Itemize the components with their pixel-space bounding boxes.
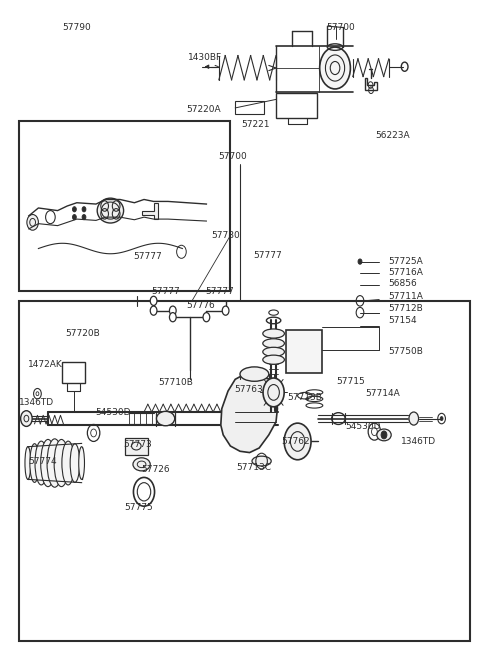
Ellipse shape: [133, 458, 150, 471]
Ellipse shape: [47, 439, 62, 487]
Text: 57711A: 57711A: [388, 292, 423, 301]
Ellipse shape: [263, 355, 284, 364]
Circle shape: [82, 207, 86, 212]
Ellipse shape: [41, 439, 55, 487]
Circle shape: [358, 259, 362, 264]
Ellipse shape: [263, 347, 284, 356]
Text: 57714A: 57714A: [366, 389, 400, 398]
Text: 57773: 57773: [123, 440, 152, 449]
Text: 57713B: 57713B: [287, 393, 322, 402]
Circle shape: [263, 378, 284, 407]
Text: 57725A: 57725A: [388, 257, 422, 266]
Text: 57777: 57777: [133, 252, 162, 261]
Text: 57726: 57726: [142, 465, 170, 474]
Text: 57774: 57774: [28, 456, 57, 466]
Bar: [19, 121, 230, 291]
Ellipse shape: [252, 456, 271, 466]
Ellipse shape: [79, 447, 84, 479]
Bar: [125, 438, 148, 455]
Bar: [62, 362, 85, 383]
Text: 57710B: 57710B: [158, 378, 193, 387]
Text: 57780: 57780: [211, 231, 240, 240]
Circle shape: [150, 296, 157, 305]
Text: 57775: 57775: [124, 503, 153, 512]
Text: 57777: 57777: [152, 286, 180, 296]
Circle shape: [21, 411, 32, 426]
Text: 1346TD: 1346TD: [401, 437, 436, 446]
Circle shape: [27, 215, 38, 230]
Polygon shape: [142, 203, 158, 219]
Text: 57777: 57777: [205, 286, 234, 296]
Ellipse shape: [263, 329, 284, 338]
Ellipse shape: [156, 411, 175, 426]
Circle shape: [72, 215, 76, 220]
Text: 57700: 57700: [218, 152, 247, 162]
Text: 57712B: 57712B: [388, 304, 422, 313]
Ellipse shape: [62, 441, 74, 485]
Text: 57776: 57776: [186, 301, 215, 310]
Circle shape: [284, 423, 311, 460]
Text: 54530D: 54530D: [95, 407, 131, 417]
Text: 57716A: 57716A: [388, 268, 423, 277]
Text: 57700: 57700: [326, 23, 355, 32]
Text: 56223A: 56223A: [375, 131, 410, 140]
Text: 54530D: 54530D: [346, 422, 381, 431]
Text: 1430BF: 1430BF: [188, 53, 222, 62]
Text: 1472AK: 1472AK: [28, 360, 62, 370]
Circle shape: [222, 306, 229, 315]
Ellipse shape: [35, 441, 48, 485]
Circle shape: [82, 215, 86, 220]
Text: 57790: 57790: [62, 23, 91, 32]
Ellipse shape: [263, 339, 284, 348]
Circle shape: [203, 313, 210, 322]
Circle shape: [440, 417, 443, 421]
Text: 56856: 56856: [388, 279, 417, 288]
Text: 57763: 57763: [234, 385, 263, 394]
Ellipse shape: [54, 439, 69, 487]
Circle shape: [169, 313, 176, 322]
Bar: [276, 93, 317, 118]
Ellipse shape: [97, 198, 124, 223]
Circle shape: [150, 306, 157, 315]
Text: 57221: 57221: [241, 120, 269, 129]
Text: 57777: 57777: [253, 250, 282, 260]
Ellipse shape: [70, 443, 80, 483]
Ellipse shape: [30, 443, 39, 483]
Bar: [235, 101, 264, 114]
Bar: [286, 330, 322, 373]
Text: 57154: 57154: [388, 316, 417, 325]
Ellipse shape: [25, 447, 31, 479]
Text: 57750B: 57750B: [388, 347, 423, 356]
Polygon shape: [221, 374, 277, 453]
Ellipse shape: [240, 367, 269, 381]
Text: 57762: 57762: [281, 437, 310, 446]
Circle shape: [381, 431, 387, 439]
Ellipse shape: [377, 429, 391, 441]
Circle shape: [72, 207, 76, 212]
Text: 1346TD: 1346TD: [19, 398, 54, 407]
Circle shape: [320, 47, 350, 89]
Text: 57715: 57715: [336, 377, 365, 387]
Text: 57713C: 57713C: [236, 463, 271, 472]
Circle shape: [409, 412, 419, 425]
Text: 57220A: 57220A: [186, 105, 221, 114]
Bar: [19, 301, 470, 641]
Circle shape: [169, 306, 176, 315]
Text: 57720B: 57720B: [65, 329, 99, 338]
